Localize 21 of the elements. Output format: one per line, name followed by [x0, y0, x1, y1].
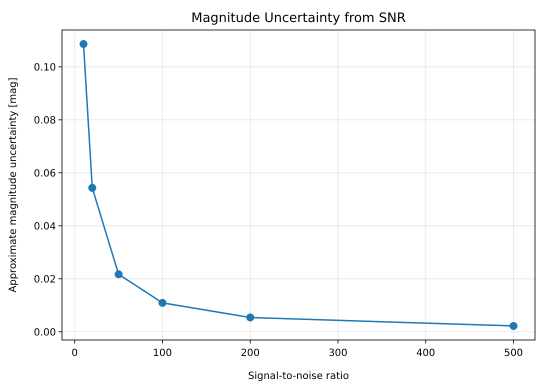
chart-title: Magnitude Uncertainty from SNR: [191, 11, 406, 26]
point: [246, 313, 254, 322]
point: [510, 322, 518, 330]
x-tick-label: 200: [240, 348, 260, 359]
y-tick-label: 0.10: [34, 62, 56, 74]
point: [114, 270, 123, 278]
x-tick-label: 500: [504, 348, 524, 359]
y-tick-label: 0.04: [34, 221, 56, 232]
x-axis-title: Signal-to-noise ratio: [248, 371, 349, 382]
y-tick-label: 0.08: [34, 115, 56, 126]
y-tick-label: 0.06: [34, 168, 56, 180]
x-tick-label: 400: [416, 348, 436, 359]
y-axis-title: Approximate magnitude uncertainty [mag]: [8, 77, 19, 292]
x-tick-label: 300: [328, 348, 348, 359]
point: [158, 298, 166, 307]
point: [80, 40, 88, 48]
x-tick-label: 0: [72, 348, 78, 359]
y-tick-label: 0.00: [34, 327, 56, 338]
point: [88, 184, 96, 192]
x-tick-label: 100: [152, 348, 172, 359]
y-tick-label: 0.02: [34, 274, 56, 286]
